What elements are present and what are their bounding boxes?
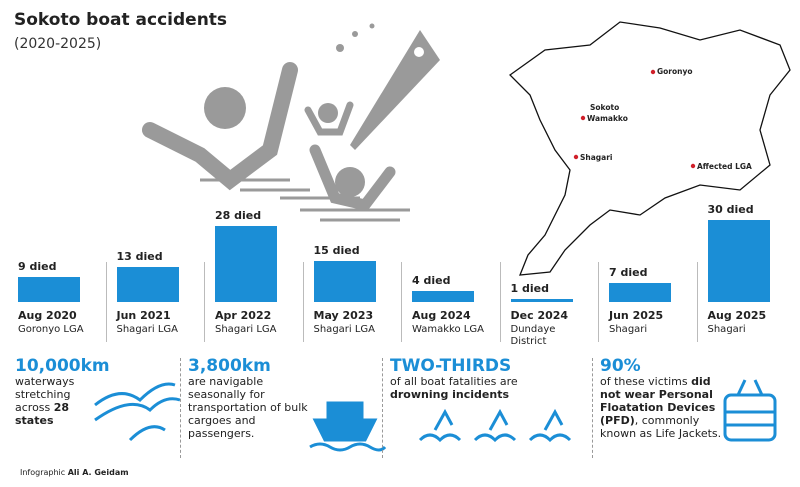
separator [401, 262, 402, 342]
subtitle: (2020-2025) [14, 36, 102, 52]
category-sublabel: Shagari [609, 324, 648, 335]
category-sublabel: Wamakko LGA [412, 324, 484, 335]
title: Sokoto boat accidents [14, 10, 228, 30]
stat-text: of all boat fatalities are [390, 375, 518, 388]
value-label: 13 died [116, 249, 163, 263]
separator [302, 262, 304, 342]
category-sublabel: Dundaye District [510, 324, 556, 347]
stat-text: are navigable seasonally for transportat… [188, 375, 308, 440]
separator [598, 262, 599, 342]
separator [696, 262, 698, 342]
stat-panel: 90% of these victims did not wear Persona… [600, 356, 725, 441]
map-label: Sokoto [590, 103, 620, 112]
stat-panel: 10,000km waterways stretching across 28 s… [15, 356, 110, 428]
stat-panel: 3,800km are navigable seasonally for tran… [188, 356, 323, 441]
separator [499, 262, 501, 342]
stat-body: of all boat fatalities are drowning inci… [390, 375, 520, 401]
bar [412, 291, 474, 302]
stat-panel: TWO-THIRDS of all boat fatalities are dro… [390, 356, 520, 402]
stat-text: waterways stretching across [15, 375, 75, 414]
category-label: Dec 2024 [510, 309, 569, 322]
stat-text: , commonly known as Life Jackets. [600, 414, 722, 440]
stat-text: 28 states [15, 401, 70, 427]
stat-icons [94, 379, 777, 452]
credit: Infographic Ali A. Geidam [20, 468, 129, 477]
map-label: Goronyo [657, 67, 693, 76]
value-label: 4 died [412, 274, 451, 288]
drowning-illustration [142, 23, 440, 222]
credit-name: Ali A. Geidam [67, 468, 129, 477]
category-label: Aug 2024 [412, 309, 471, 322]
stat-headline: 3,800km [188, 356, 271, 376]
stat-text: did not wear Personal Floatation Devices… [600, 375, 716, 427]
value-label: 9 died [18, 260, 57, 274]
value-label: 30 died [707, 203, 754, 217]
separator [382, 358, 383, 458]
stat-headline: 10,000km [15, 356, 110, 376]
credit-label: Infographic [20, 468, 66, 477]
bar [116, 266, 179, 302]
category-label: Jun 2025 [609, 309, 664, 322]
map-outline [508, 21, 791, 276]
category-sublabel: Shagari LGA [313, 324, 376, 335]
category-sublabel: Shagari LGA [215, 324, 277, 335]
stat-body: waterways stretching across 28 states [15, 375, 95, 427]
separator [204, 262, 205, 342]
separator [180, 358, 181, 458]
map-label: Shagari [580, 153, 613, 162]
category-sublabel: Shagari [707, 324, 746, 335]
map-dots [573, 69, 696, 169]
category-label: Aug 2025 [707, 309, 767, 322]
stat-headline: 90% [600, 356, 641, 376]
category-label: Apr 2022 [215, 309, 272, 322]
category-label: Jun 2021 [116, 309, 171, 322]
value-label: 15 died [313, 244, 360, 258]
value-label: 7 died [609, 265, 648, 279]
bar [313, 261, 376, 302]
value-label: 1 died [510, 282, 549, 296]
map-label: Affected LGA [697, 162, 752, 171]
category-label: May 2023 [313, 309, 374, 322]
value-label: 28 died [215, 208, 262, 222]
stat-body: are navigable seasonally for transportat… [188, 375, 323, 440]
map-label: Wamakko [587, 114, 628, 123]
bar [18, 277, 80, 302]
stat-text: of these victims [600, 375, 692, 388]
separator [592, 358, 593, 458]
category-sublabel: Shagari LGA [116, 324, 179, 335]
bar [215, 225, 277, 302]
stat-body: of these victims did not wear Personal F… [600, 375, 725, 440]
separator [105, 262, 107, 342]
category-label: Aug 2020 [18, 309, 77, 322]
category-sublabel: Goronyo LGA [18, 324, 84, 335]
stat-text: drowning incidents [390, 388, 510, 401]
bar [609, 282, 671, 302]
bar [510, 299, 573, 302]
stat-headline: TWO-THIRDS [390, 356, 512, 376]
bar [707, 220, 770, 302]
